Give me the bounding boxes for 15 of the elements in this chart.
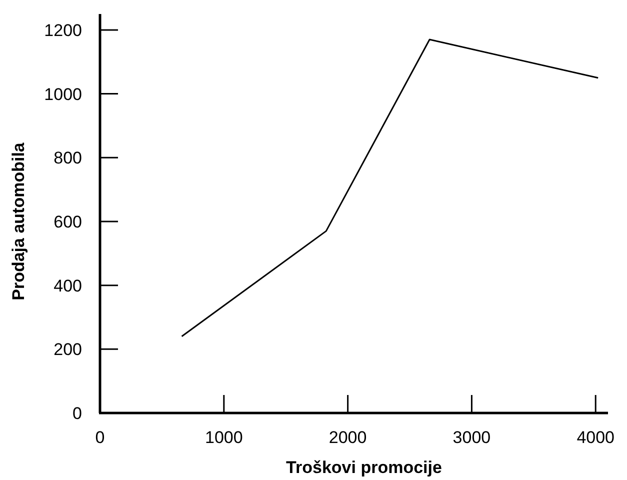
y-tick-label: 600 — [54, 212, 82, 232]
x-axis-title: Troškovi promocije — [286, 458, 442, 477]
line-series — [181, 38, 599, 338]
y-axis-title: Prodaja automobila — [9, 142, 28, 300]
y-tick-label: 1200 — [44, 20, 82, 40]
x-tick-label: 2000 — [328, 428, 367, 447]
x-tick-label: 4000 — [576, 428, 615, 447]
y-tick-label: 400 — [54, 276, 82, 296]
y-tick-label: 1000 — [44, 84, 82, 104]
y-tick-label: 0 — [72, 404, 82, 423]
x-tick-label: 3000 — [452, 428, 491, 447]
x-tick-label: 0 — [95, 428, 105, 447]
y-tick-label: 800 — [54, 148, 82, 168]
x-tick-label: 1000 — [204, 428, 243, 447]
y-tick-label: 200 — [54, 340, 82, 360]
